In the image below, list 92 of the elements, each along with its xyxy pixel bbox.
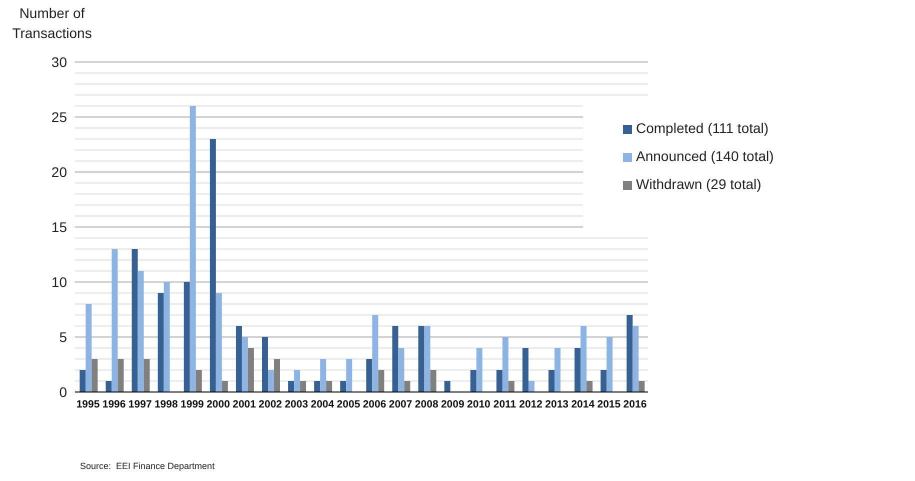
bar — [190, 106, 196, 392]
bar — [586, 381, 593, 392]
bar — [366, 359, 372, 392]
bar — [476, 348, 482, 392]
x-tick-label: 2009 — [440, 398, 464, 410]
bar — [638, 381, 645, 392]
x-tick-label: 2000 — [206, 398, 230, 410]
bar — [236, 326, 242, 392]
y-tick-label: 20 — [51, 164, 68, 180]
x-tick-label: 2015 — [597, 398, 621, 410]
bar — [210, 139, 216, 392]
bar — [300, 381, 306, 392]
x-tick-label: 1999 — [180, 398, 204, 410]
bar — [632, 326, 639, 392]
legend-label: Announced (140 total) — [636, 148, 774, 164]
y-tick-label: 25 — [51, 108, 68, 125]
bar — [86, 304, 92, 392]
x-tick-label: 2008 — [414, 398, 438, 410]
bar — [528, 381, 534, 392]
bar — [92, 359, 98, 392]
bar — [248, 348, 254, 392]
bar — [106, 381, 112, 392]
bar — [320, 359, 326, 392]
bar — [216, 293, 222, 392]
bar — [606, 337, 613, 392]
bar — [184, 282, 190, 392]
x-tick-label: 2005 — [336, 398, 360, 410]
bar — [294, 370, 300, 392]
y-tick-label: 15 — [51, 218, 68, 235]
bar — [372, 315, 378, 392]
source-note: Source: EEI Finance Department — [80, 461, 215, 471]
bar — [274, 359, 280, 392]
bar — [430, 370, 436, 392]
bar — [138, 271, 144, 392]
bar — [340, 381, 346, 392]
bar — [378, 370, 384, 392]
bar — [522, 348, 528, 392]
x-tick-label: 2006 — [362, 398, 386, 410]
bar — [444, 381, 450, 392]
x-tick-label: 2010 — [467, 398, 491, 410]
bar — [268, 370, 274, 392]
bar — [574, 348, 581, 392]
x-tick-label: 2012 — [519, 398, 543, 410]
y-axis-title: Number of Transactions — [11, 4, 93, 43]
bar — [424, 326, 430, 392]
bar — [404, 381, 410, 392]
x-tick-label: 2016 — [623, 398, 647, 410]
bar — [580, 326, 587, 392]
bar — [502, 337, 508, 392]
bar — [242, 337, 248, 392]
bar — [418, 326, 424, 392]
bar — [496, 370, 502, 392]
bar — [158, 293, 164, 392]
x-tick-label: 1995 — [76, 398, 100, 410]
bar — [164, 282, 170, 392]
bar — [326, 381, 332, 392]
x-tick-label: 1996 — [102, 398, 126, 410]
bar — [262, 337, 268, 392]
bar — [554, 348, 561, 392]
x-tick-label: 2004 — [310, 398, 334, 410]
x-tick-label: 2001 — [232, 398, 256, 410]
bar — [196, 370, 202, 392]
x-tick-label: 2011 — [493, 398, 516, 410]
x-tick-label: 2013 — [545, 398, 569, 410]
bar — [398, 348, 404, 392]
bar — [600, 370, 607, 392]
bar — [132, 249, 138, 392]
x-tick-label: 2014 — [571, 398, 595, 410]
bar — [288, 381, 294, 392]
bar — [626, 315, 633, 392]
bar — [346, 359, 352, 392]
bar — [314, 381, 320, 392]
bar — [392, 326, 398, 392]
legend-label: Withdrawn (29 total) — [636, 176, 762, 192]
bar — [508, 381, 514, 392]
y-tick-label: 30 — [51, 54, 68, 70]
bar — [144, 359, 150, 392]
y-tick-label: 5 — [59, 328, 68, 345]
x-tick-label: 2002 — [258, 398, 282, 410]
x-tick-label: 2003 — [284, 398, 308, 410]
bar — [470, 370, 476, 392]
x-tick-label: 1997 — [128, 398, 152, 410]
x-tick-label: 1998 — [154, 398, 178, 410]
legend-label: Completed (111 total) — [636, 120, 769, 136]
bar — [222, 381, 228, 392]
y-tick-label: 10 — [51, 274, 68, 290]
bar — [548, 370, 555, 392]
bar — [112, 249, 118, 392]
bar — [118, 359, 124, 392]
bar — [80, 370, 86, 392]
y-tick-label: 0 — [59, 384, 68, 400]
x-tick-label: 2007 — [388, 398, 412, 410]
